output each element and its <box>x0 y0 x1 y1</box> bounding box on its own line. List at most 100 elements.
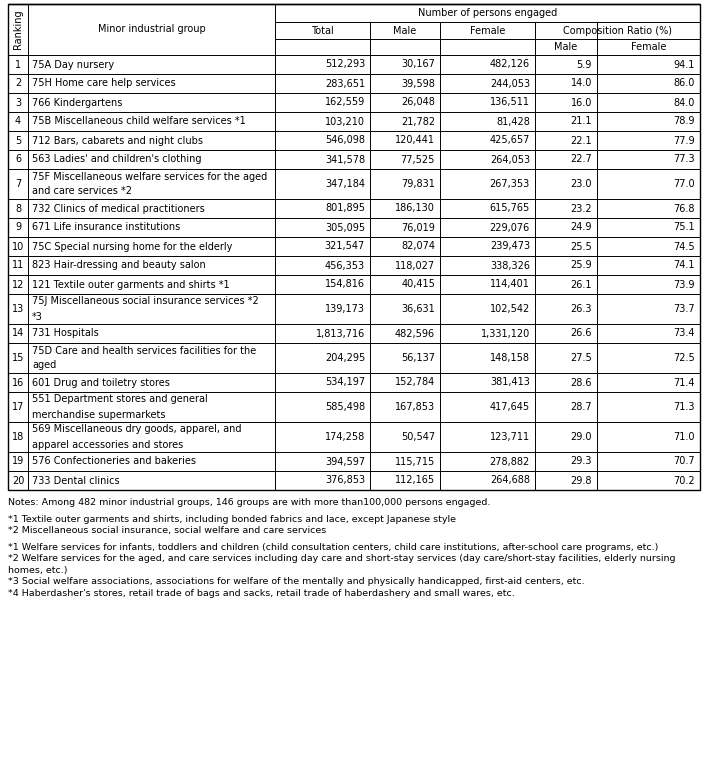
Text: 3: 3 <box>15 98 21 107</box>
Text: Male: Male <box>394 26 416 36</box>
Text: 264,053: 264,053 <box>490 154 530 164</box>
Text: 71.0: 71.0 <box>673 432 695 442</box>
Text: 118,027: 118,027 <box>395 260 435 270</box>
Text: 766 Kindergartens: 766 Kindergartens <box>32 98 122 107</box>
Text: 77.3: 77.3 <box>673 154 695 164</box>
Text: 75D Care and health services facilities for the: 75D Care and health services facilities … <box>32 345 256 356</box>
Text: 17: 17 <box>12 402 24 412</box>
Text: 27.5: 27.5 <box>570 353 592 363</box>
Text: Total: Total <box>311 26 334 36</box>
Text: 74.5: 74.5 <box>673 241 695 251</box>
Text: *4 Haberdasher's stores, retail trade of bags and sacks, retail trade of haberda: *4 Haberdasher's stores, retail trade of… <box>8 588 515 597</box>
Text: 115,715: 115,715 <box>395 456 435 466</box>
Text: 8: 8 <box>15 204 21 213</box>
Text: 29.8: 29.8 <box>571 475 592 485</box>
Text: 24.9: 24.9 <box>571 223 592 232</box>
Text: 456,353: 456,353 <box>325 260 365 270</box>
Text: 26.3: 26.3 <box>571 304 592 314</box>
Text: 73.7: 73.7 <box>673 304 695 314</box>
Text: 86.0: 86.0 <box>673 79 695 89</box>
Text: 512,293: 512,293 <box>325 60 365 70</box>
Text: 1: 1 <box>15 60 21 70</box>
Text: 16: 16 <box>12 378 24 388</box>
Text: 546,098: 546,098 <box>325 136 365 145</box>
Text: 71.3: 71.3 <box>673 402 695 412</box>
Text: *1 Welfare services for infants, toddlers and children (child consultation cente: *1 Welfare services for infants, toddler… <box>8 543 658 552</box>
Text: 25.9: 25.9 <box>571 260 592 270</box>
Text: 121 Textile outer garments and shirts *1: 121 Textile outer garments and shirts *1 <box>32 279 229 289</box>
Text: 28.7: 28.7 <box>571 402 592 412</box>
Text: 615,765: 615,765 <box>490 204 530 213</box>
Text: 40,415: 40,415 <box>401 279 435 289</box>
Text: Ranking: Ranking <box>13 10 23 49</box>
Text: 162,559: 162,559 <box>325 98 365 107</box>
Text: 36,631: 36,631 <box>401 304 435 314</box>
Text: 534,197: 534,197 <box>325 378 365 388</box>
Text: 11: 11 <box>12 260 24 270</box>
Text: 73.9: 73.9 <box>673 279 695 289</box>
Text: 283,651: 283,651 <box>325 79 365 89</box>
Text: 26,048: 26,048 <box>401 98 435 107</box>
Text: 14.0: 14.0 <box>571 79 592 89</box>
Text: 551 Department stores and general: 551 Department stores and general <box>32 394 207 404</box>
Text: 204,295: 204,295 <box>325 353 365 363</box>
Text: 244,053: 244,053 <box>490 79 530 89</box>
Text: 75.1: 75.1 <box>673 223 695 232</box>
Text: 5: 5 <box>15 136 21 145</box>
Text: *3: *3 <box>32 311 43 322</box>
Text: 576 Confectioneries and bakeries: 576 Confectioneries and bakeries <box>32 456 196 466</box>
Text: *2 Welfare services for the aged, and care services including day care and short: *2 Welfare services for the aged, and ca… <box>8 554 675 563</box>
Text: 12: 12 <box>12 279 24 289</box>
Text: 103,210: 103,210 <box>325 117 365 126</box>
Text: 29.0: 29.0 <box>571 432 592 442</box>
Text: 267,353: 267,353 <box>490 179 530 189</box>
Text: 167,853: 167,853 <box>395 402 435 412</box>
Text: 136,511: 136,511 <box>490 98 530 107</box>
Text: apparel accessories and stores: apparel accessories and stores <box>32 440 183 450</box>
Bar <box>8 4 700 490</box>
Text: 482,596: 482,596 <box>395 329 435 338</box>
Text: *1 Textile outer garments and shirts, including bonded fabrics and lace, except : *1 Textile outer garments and shirts, in… <box>8 515 456 524</box>
Text: 22.1: 22.1 <box>571 136 592 145</box>
Text: 712 Bars, cabarets and night clubs: 712 Bars, cabarets and night clubs <box>32 136 203 145</box>
Text: 732 Clinics of medical practitioners: 732 Clinics of medical practitioners <box>32 204 205 213</box>
Text: 74.1: 74.1 <box>673 260 695 270</box>
Text: 72.5: 72.5 <box>673 353 695 363</box>
Text: 381,413: 381,413 <box>490 378 530 388</box>
Text: 338,326: 338,326 <box>490 260 530 270</box>
Text: 278,882: 278,882 <box>490 456 530 466</box>
Text: 75H Home care help services: 75H Home care help services <box>32 79 176 89</box>
Text: 19: 19 <box>12 456 24 466</box>
Text: 239,473: 239,473 <box>490 241 530 251</box>
Text: Number of persons engaged: Number of persons engaged <box>418 8 557 18</box>
Text: 23.2: 23.2 <box>571 204 592 213</box>
Text: 13: 13 <box>12 304 24 314</box>
Text: 114,401: 114,401 <box>490 279 530 289</box>
Text: 1,331,120: 1,331,120 <box>481 329 530 338</box>
Text: 394,597: 394,597 <box>325 456 365 466</box>
Text: Minor industrial group: Minor industrial group <box>98 24 205 35</box>
Text: 305,095: 305,095 <box>325 223 365 232</box>
Text: 15: 15 <box>12 353 24 363</box>
Text: 112,165: 112,165 <box>395 475 435 485</box>
Text: 14: 14 <box>12 329 24 338</box>
Text: 417,645: 417,645 <box>490 402 530 412</box>
Text: 9: 9 <box>15 223 21 232</box>
Text: 29.3: 29.3 <box>571 456 592 466</box>
Text: 601 Drug and toiletry stores: 601 Drug and toiletry stores <box>32 378 170 388</box>
Text: 321,547: 321,547 <box>325 241 365 251</box>
Text: 21,782: 21,782 <box>401 117 435 126</box>
Text: 77.0: 77.0 <box>673 179 695 189</box>
Text: aged: aged <box>32 360 56 370</box>
Text: 20: 20 <box>12 475 24 485</box>
Text: 585,498: 585,498 <box>325 402 365 412</box>
Text: *2 Miscellaneous social insurance, social welfare and care services: *2 Miscellaneous social insurance, socia… <box>8 526 326 535</box>
Text: Notes: Among 482 minor industrial groups, 146 groups are with more than100,000 p: Notes: Among 482 minor industrial groups… <box>8 498 491 507</box>
Text: 16.0: 16.0 <box>571 98 592 107</box>
Text: 569 Miscellaneous dry goods, apparel, and: 569 Miscellaneous dry goods, apparel, an… <box>32 425 241 435</box>
Text: 26.6: 26.6 <box>571 329 592 338</box>
Text: 5.9: 5.9 <box>576 60 592 70</box>
Text: 152,784: 152,784 <box>395 378 435 388</box>
Text: *3 Social welfare associations, associations for welfare of the mentally and phy: *3 Social welfare associations, associat… <box>8 577 585 586</box>
Text: 75F Miscellaneous welfare services for the aged: 75F Miscellaneous welfare services for t… <box>32 172 267 182</box>
